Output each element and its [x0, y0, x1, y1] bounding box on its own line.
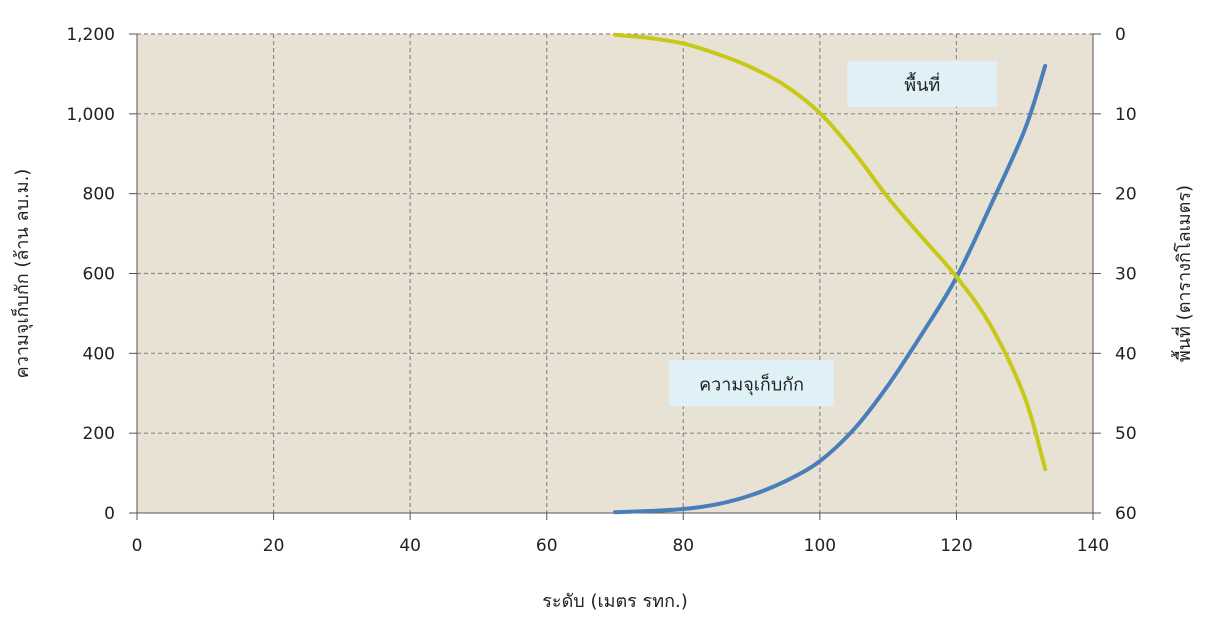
y-left-tick-label: 600 — [83, 265, 115, 285]
capacity-label: ความจุเก็บกัก — [669, 360, 835, 407]
y-left-tick-label: 0 — [104, 504, 115, 524]
x-tick-label: 20 — [263, 536, 285, 556]
series-group — [613, 32, 1048, 515]
annotation-box — [847, 60, 998, 107]
annotations: พื้นที่ความจุเก็บกัก — [669, 60, 998, 407]
capacity-series-line — [613, 63, 1048, 515]
y-left-tick-label: 1,200 — [66, 25, 115, 45]
y-left-tick-label: 400 — [83, 344, 115, 364]
x-tick-label: 140 — [1077, 536, 1109, 556]
area-series-line — [613, 32, 1048, 472]
x-tick-label: 80 — [672, 536, 694, 556]
y-right-axis-title: พื้นที่ (ตารางกิโลเมตร) — [1171, 185, 1195, 362]
annotation-text: พื้นที่ — [904, 72, 940, 96]
y-right-tick-label: 0 — [1115, 25, 1126, 45]
y-right-tick-label: 40 — [1115, 344, 1137, 364]
x-axis-title: ระดับ (เมตร รทก.) — [542, 591, 687, 612]
x-tick-label: 40 — [399, 536, 421, 556]
y-right-tick-label: 30 — [1115, 265, 1137, 285]
y-right-tick-label: 10 — [1115, 105, 1137, 125]
annotation-box — [669, 360, 835, 407]
area-label: พื้นที่ — [847, 60, 998, 107]
x-tick-label: 100 — [804, 536, 836, 556]
x-tick-label: 120 — [940, 536, 972, 556]
y-left-tick-label: 800 — [83, 185, 115, 205]
annotation-text: ความจุเก็บกัก — [699, 372, 804, 395]
y-left-tick-label: 200 — [83, 424, 115, 444]
y-right-tick-label: 20 — [1115, 185, 1137, 205]
x-tick-label: 0 — [132, 536, 143, 556]
y-right-tick-label: 50 — [1115, 424, 1137, 444]
y-right-tick-label: 60 — [1115, 504, 1137, 524]
y-left-tick-label: 1,000 — [66, 105, 115, 125]
x-tick-label: 60 — [536, 536, 558, 556]
y-left-axis-title: ความจุเก็บกัก (ล้าน ลบ.ม.) — [10, 169, 33, 379]
